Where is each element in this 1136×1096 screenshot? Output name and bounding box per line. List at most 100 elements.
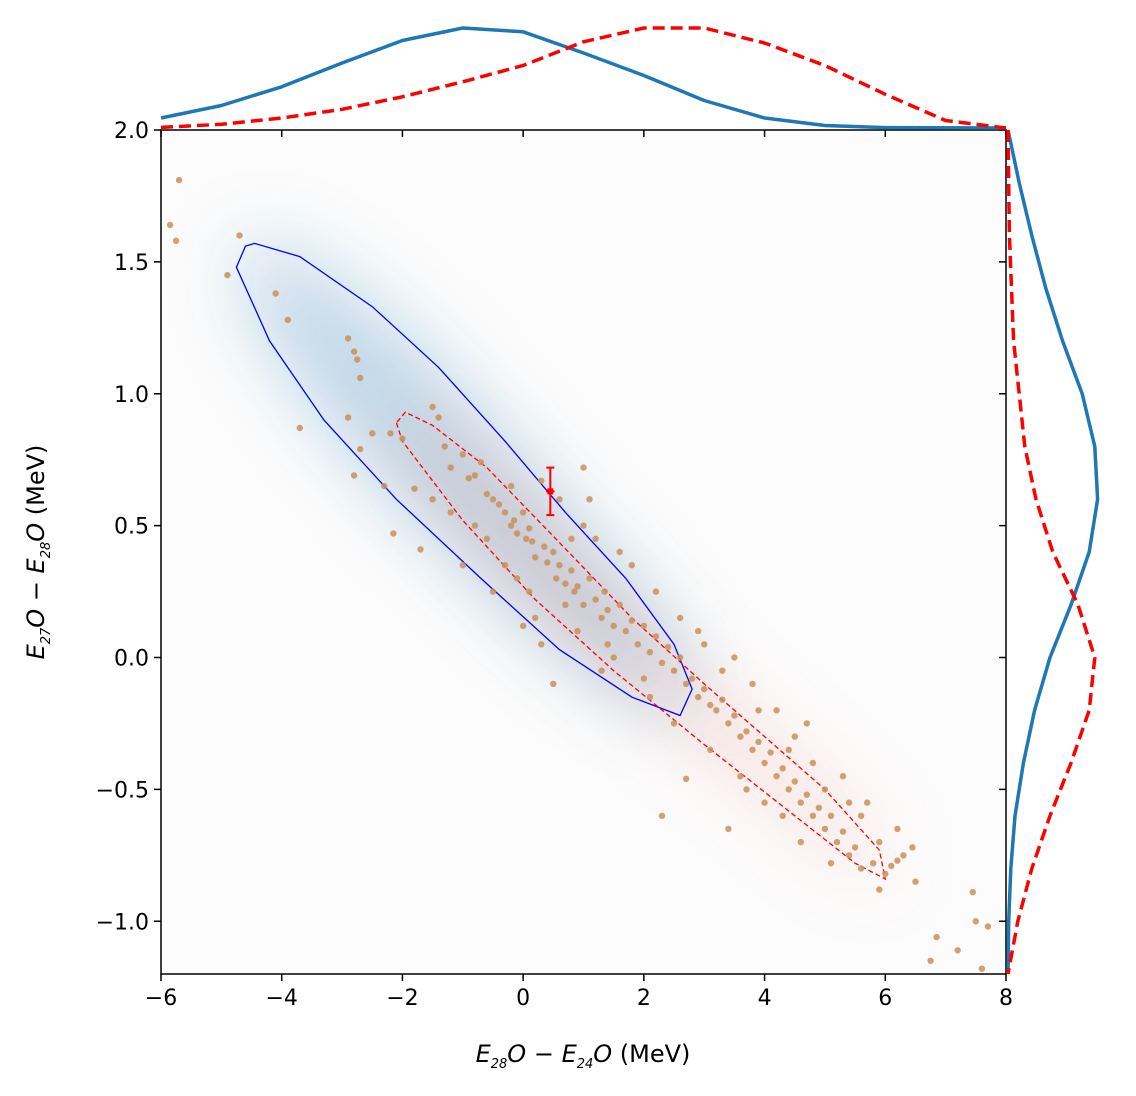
scatter-point [604,641,611,648]
scatter-point [876,838,883,846]
scatter-point [175,176,183,184]
scatter-point [296,424,303,432]
scatter-point [562,601,569,608]
scatter-point [743,786,750,793]
scatter-point [779,812,786,819]
scatter-point [755,738,762,746]
scatter-point [719,696,726,703]
scatter-point [550,548,557,556]
scatter-point [725,720,732,727]
x-tick-label: 2 [637,986,651,1011]
scatter-point [529,538,536,545]
scatter-point [749,746,756,753]
reference-marker [547,488,554,495]
scatter-point [510,517,518,524]
scatter-point [713,707,720,714]
scatter-point [586,575,593,582]
scatter-point [483,490,491,498]
scatter-point [900,852,907,859]
scatter-point [695,627,702,635]
scatter-point [909,844,916,851]
scatter-point [344,414,352,421]
scatter-point [592,535,599,542]
scatter-point [381,482,388,490]
scatter-point [507,522,515,529]
x-tick-label: 0 [516,986,530,1011]
scatter-point [507,482,515,490]
scatter-point [429,496,436,503]
scatter-point [731,654,738,661]
scatter-point [821,786,829,793]
scatter-point [568,567,575,574]
scatter-point [616,548,623,556]
y-axis-ticks: −1.0 −0.5 0.0 0.5 1.0 1.5 2.0 [96,119,1006,935]
scatter-point [707,746,714,753]
scatter-point [501,509,509,516]
y-tick-label: 0.0 [114,647,149,672]
scatter-point [532,614,539,622]
scatter-point [984,923,992,930]
scatter-point [670,667,678,674]
scatter-point [390,530,397,537]
scatter-point [489,588,497,595]
scatter-point [483,535,491,542]
scatter-point [676,654,684,661]
scatter-point [827,812,835,819]
x-tick-label: 4 [758,986,772,1011]
scatter-point [791,778,798,785]
scatter-point [556,496,563,503]
scatter-point [610,654,617,661]
scatter-point [541,543,548,550]
scatter-point [429,403,436,411]
contour-layer [235,242,887,881]
scatter-point [719,667,726,674]
scatter-point [888,862,895,870]
scatter-point [749,680,756,688]
scatter-point [785,786,792,793]
scatter-point [610,622,617,630]
scatter-point [459,451,466,458]
scatter-point [676,614,684,622]
scatter-point [791,733,798,740]
scatter-point [682,775,690,782]
scatter-point [978,965,986,972]
x-tick-label: 6 [878,986,892,1011]
scatter-point [399,435,406,442]
scatter-point [857,865,865,872]
right-marginal-blue-curve [1006,129,1100,975]
main-scatter-panel: −6 −4 −2 0 2 4 6 8 −1.0 −0.5 0.0 0.5 1.0 1.5 2.0 [96,119,1013,1011]
scatter-point [592,596,599,603]
blue-contour [235,242,693,717]
right-marginal-density [1006,129,1100,975]
scatter-point [646,649,654,656]
scatter-point [369,430,376,437]
scatter-point [513,575,521,582]
scatter-point [447,464,454,471]
scatter-point [652,633,660,640]
scatter-point [839,773,847,780]
scatter-point [646,693,654,701]
scatter-point [876,886,883,893]
scatter-point [652,588,660,595]
scatter-point [833,838,841,846]
scatter-point [688,675,696,682]
scatter-point [616,601,623,608]
scatter-point [809,812,817,819]
x-tick-label: −4 [265,986,297,1011]
y-tick-label: 1.5 [114,251,149,276]
scatter-point [628,562,635,569]
scatter-point [435,414,442,421]
scatter-point [954,947,961,954]
scatter-point [658,659,666,666]
scatter-point [357,374,364,382]
scatter-point [658,812,666,819]
scatter-point [767,749,774,756]
scatter-point [598,667,605,674]
scatter-point [236,232,243,239]
scatter-point [894,825,901,833]
scatter-point [803,720,810,727]
x-axis-label: E28O − E24O (MeV) [476,1040,691,1072]
scatter-point [640,675,648,682]
scatter-point [640,622,648,630]
scatter-point [172,237,180,244]
